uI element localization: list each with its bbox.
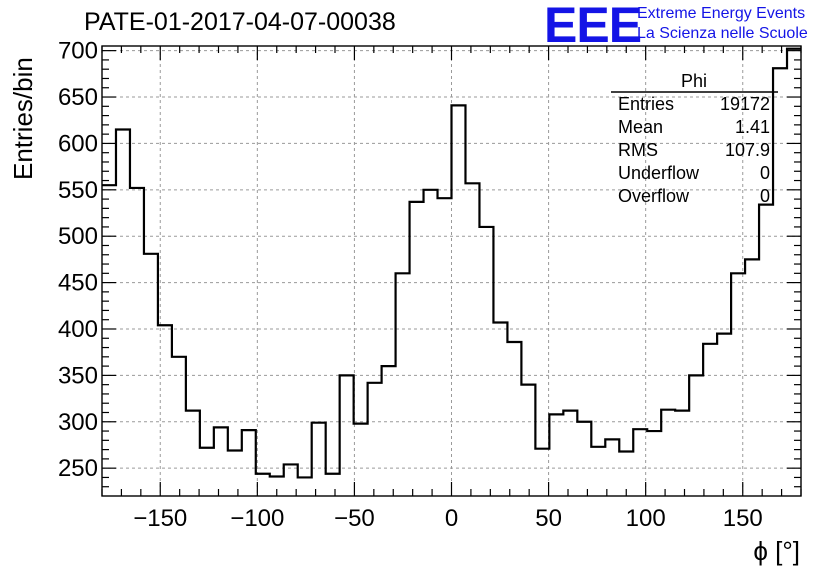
x-tick-label: −150: [133, 505, 187, 532]
y-tick-label: 650: [58, 84, 98, 111]
stats-row-value: 19172: [720, 94, 770, 114]
y-tick-label: 500: [58, 223, 98, 250]
y-tick-label: 250: [58, 455, 98, 482]
logo-line-1: Extreme Energy Events: [637, 5, 806, 22]
stats-row-label: Overflow: [618, 186, 690, 206]
stats-row-value: 1.41: [735, 117, 770, 137]
stats-row-label: Entries: [618, 94, 674, 114]
x-tick-label: −100: [230, 505, 284, 532]
y-tick-label: 450: [58, 270, 98, 297]
chart-title: PATE-01-2017-04-07-00038: [84, 8, 396, 36]
y-tick-label: 700: [58, 38, 98, 65]
y-tick-label: 300: [58, 409, 98, 436]
y-axis-label: Entries/bin: [8, 57, 38, 180]
stats-row-label: RMS: [618, 140, 658, 160]
x-tick-label: −50: [334, 505, 375, 532]
y-tick-label: 600: [58, 130, 98, 157]
stats-row-value: 107.9: [725, 140, 770, 160]
plot-frame: [101, 45, 802, 497]
stats-box: Phi Entries 19172 Mean 1.41 RMS 107.9 Underflo…: [611, 71, 778, 206]
x-tick-label: 150: [723, 505, 763, 532]
stats-row-label: Underflow: [618, 163, 700, 183]
stats-row-value: 0: [760, 163, 770, 183]
x-axis-label: ϕ [°]: [753, 536, 800, 566]
stats-row-value: 0: [760, 186, 770, 206]
x-tick-label: 100: [626, 505, 666, 532]
stats-row-label: Mean: [618, 117, 663, 137]
y-tick-label: 550: [58, 177, 98, 204]
y-tick-label: 400: [58, 316, 98, 343]
y-tick-label: 350: [58, 362, 98, 389]
stats-title: Phi: [681, 71, 707, 91]
histogram-line: [102, 47, 801, 479]
y-tick-labels: 250 300 350 400 450 500 550 600 650 700: [58, 38, 98, 483]
axis-ticks: [101, 46, 802, 496]
logo-line-2: La Scienza nelle Scuole: [637, 25, 808, 42]
x-tick-labels: −150 −100 −50 0 50 100 150: [133, 505, 763, 532]
eee-logo: EEE: [544, 0, 642, 53]
x-tick-label: 0: [445, 505, 458, 532]
x-tick-label: 50: [535, 505, 562, 532]
